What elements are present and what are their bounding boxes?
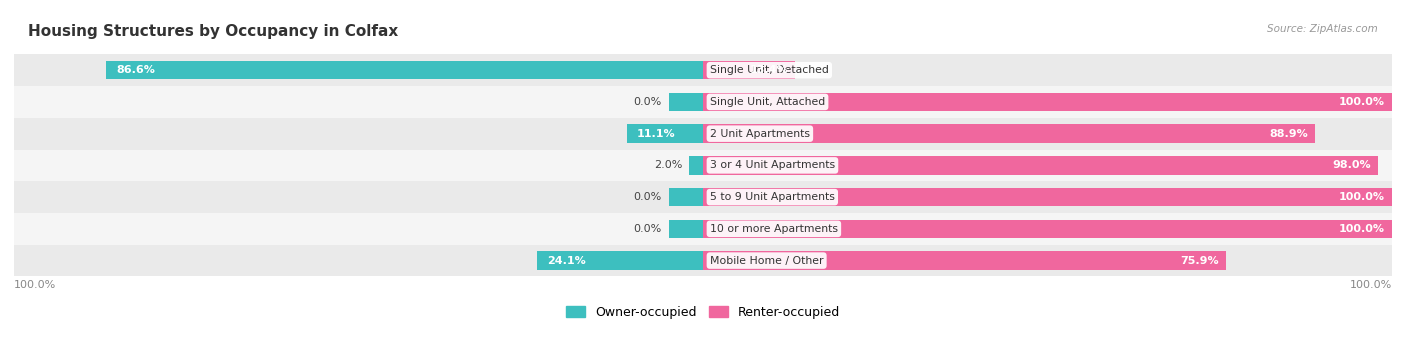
Text: 3 or 4 Unit Apartments: 3 or 4 Unit Apartments: [710, 160, 835, 170]
Text: 24.1%: 24.1%: [547, 256, 586, 266]
Text: Single Unit, Attached: Single Unit, Attached: [710, 97, 825, 107]
Text: 100.0%: 100.0%: [1339, 97, 1385, 107]
Bar: [14, 181, 1392, 213]
Text: Single Unit, Detached: Single Unit, Detached: [710, 65, 828, 75]
Bar: [14, 86, 1392, 118]
Bar: [703, 124, 1316, 143]
Text: 0.0%: 0.0%: [634, 97, 662, 107]
Text: 100.0%: 100.0%: [1350, 280, 1392, 290]
Bar: [14, 245, 1392, 277]
Bar: [703, 156, 1378, 175]
Bar: [703, 251, 1226, 270]
Text: 100.0%: 100.0%: [1339, 192, 1385, 202]
Bar: [14, 118, 1392, 149]
Bar: [537, 251, 703, 270]
Text: 10 or more Apartments: 10 or more Apartments: [710, 224, 838, 234]
Text: 100.0%: 100.0%: [14, 280, 56, 290]
Text: 86.6%: 86.6%: [117, 65, 156, 75]
Text: Source: ZipAtlas.com: Source: ZipAtlas.com: [1267, 24, 1378, 34]
Text: 98.0%: 98.0%: [1333, 160, 1371, 170]
Legend: Owner-occupied, Renter-occupied: Owner-occupied, Renter-occupied: [561, 301, 845, 324]
Text: 0.0%: 0.0%: [634, 224, 662, 234]
Bar: [703, 93, 1392, 111]
Bar: [669, 188, 703, 206]
Text: 13.4%: 13.4%: [749, 65, 789, 75]
Text: Mobile Home / Other: Mobile Home / Other: [710, 256, 824, 266]
Text: 2 Unit Apartments: 2 Unit Apartments: [710, 129, 810, 139]
Text: 11.1%: 11.1%: [637, 129, 675, 139]
Bar: [14, 149, 1392, 181]
Bar: [14, 213, 1392, 245]
Bar: [14, 54, 1392, 86]
Text: 5 to 9 Unit Apartments: 5 to 9 Unit Apartments: [710, 192, 835, 202]
Text: 75.9%: 75.9%: [1181, 256, 1219, 266]
Text: 88.9%: 88.9%: [1270, 129, 1309, 139]
Text: 2.0%: 2.0%: [654, 160, 682, 170]
Text: Housing Structures by Occupancy in Colfax: Housing Structures by Occupancy in Colfa…: [28, 24, 398, 39]
Bar: [627, 124, 703, 143]
Bar: [703, 188, 1392, 206]
Bar: [669, 93, 703, 111]
Text: 100.0%: 100.0%: [1339, 224, 1385, 234]
Bar: [703, 61, 796, 79]
Text: 0.0%: 0.0%: [634, 192, 662, 202]
Bar: [689, 156, 703, 175]
Bar: [669, 220, 703, 238]
Bar: [107, 61, 703, 79]
Bar: [703, 220, 1392, 238]
